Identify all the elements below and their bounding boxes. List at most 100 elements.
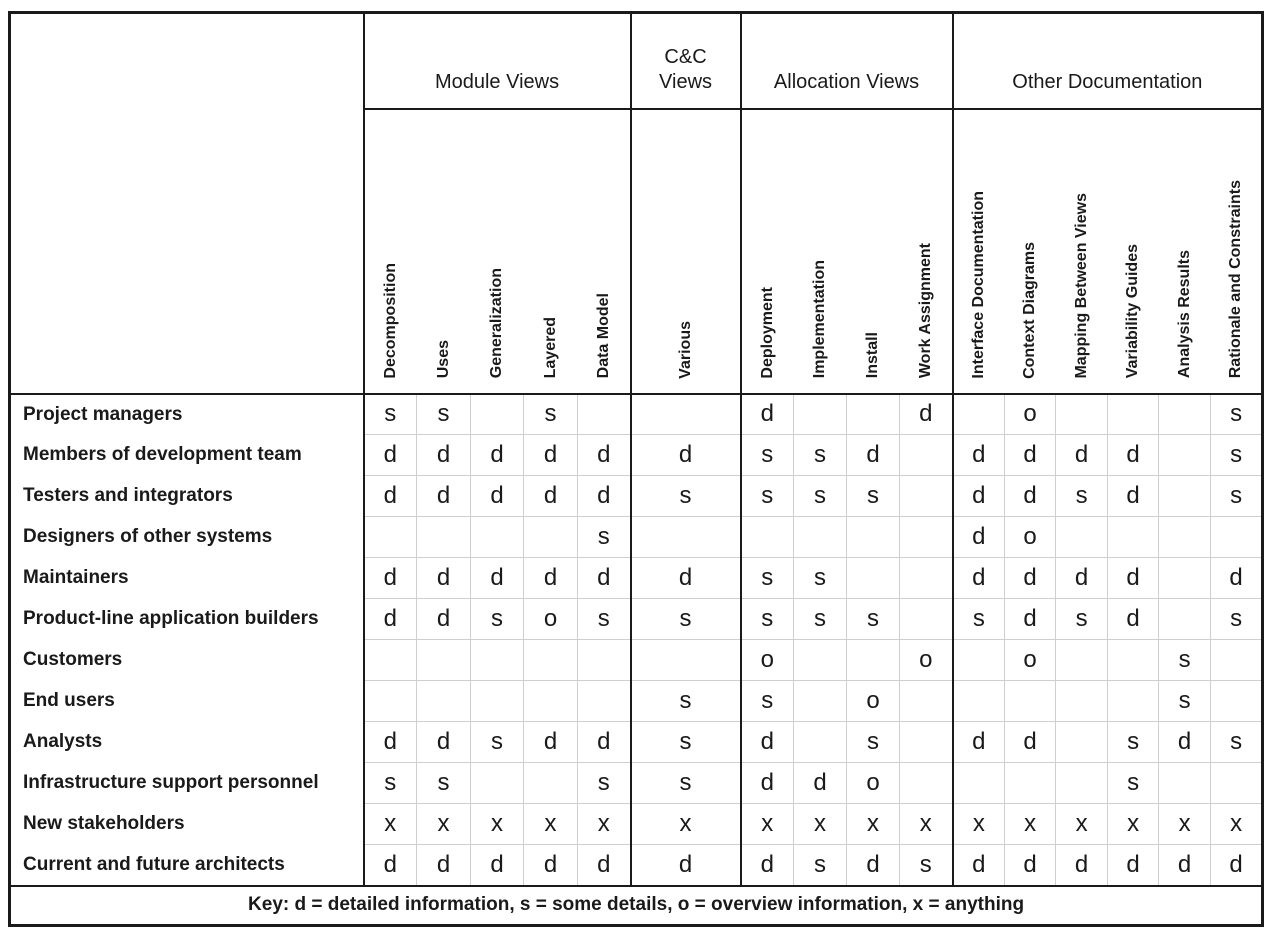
cell-7-15 [1210,680,1263,722]
row-label-end-users: End users [23,690,115,711]
cell-5-8: s [846,598,900,640]
cell-3-0 [362,516,417,558]
cell-4-9 [899,557,953,599]
cell-4-6: s [739,557,794,599]
cell-11-9: s [899,844,953,886]
cell-5-15: s [1210,598,1263,640]
column-header-mapping-between-views: Mapping Between Views [1056,109,1108,394]
table-row-maintainers: Maintainers d d d d d d s s d d d d d [10,557,1263,599]
cell-5-9 [899,598,953,640]
cell-10-4: x [576,803,631,845]
cell-0-5 [629,392,741,435]
cell-5-10: s [951,598,1005,640]
cell-8-10: d [951,721,1005,763]
column-header-label: Work Assignment [916,243,934,379]
cell-0-0: s [362,392,417,435]
cell-5-12: s [1055,598,1108,640]
table-row-members-of-development-team: Members of development team d d d d d d s s d d d d d… [10,434,1263,476]
cell-8-13: s [1107,721,1159,763]
legend-key: Key: d = detailed information, s = some … [9,884,1263,926]
cell-7-2 [470,680,524,722]
cell-9-7: d [793,762,847,804]
column-header-label: Rationale and Constraints [1226,180,1244,379]
cell-6-1 [416,639,471,681]
cell-1-2: d [470,434,524,476]
cell-11-10: d [951,844,1005,886]
column-header-layered: Layered [524,109,578,394]
cell-8-2: s [470,721,524,763]
cell-8-11: d [1004,721,1056,763]
cell-10-12: x [1055,803,1108,845]
cell-11-0: d [362,844,417,886]
cell-10-6: x [739,803,794,845]
cell-3-5 [629,516,741,558]
column-header-label: Context Diagrams [1021,241,1039,379]
table-row-designers-of-other-systems: Designers of other systems s d o [10,516,1263,558]
cell-2-6: s [739,475,794,517]
cell-0-11: o [1004,392,1056,435]
table-row-infrastructure-support-personnel: Infrastructure support personnel s s s s d d o s [10,762,1263,804]
cell-10-11: x [1004,803,1056,845]
cell-8-1: d [416,721,471,763]
cell-10-9: x [899,803,953,845]
column-header-label: Various [676,320,694,379]
cell-11-14: d [1158,844,1211,886]
cell-4-11: d [1004,557,1056,599]
cell-4-13: d [1107,557,1159,599]
cell-4-4: d [576,557,631,599]
column-header-variability-guides: Variability Guides [1108,109,1159,394]
cell-3-1 [416,516,471,558]
cell-5-6: s [739,598,794,640]
cell-8-7 [793,721,847,763]
cell-9-14 [1158,762,1211,804]
cell-9-8: o [846,762,900,804]
cell-2-0: d [362,475,417,517]
cell-9-1: s [416,762,471,804]
cell-7-14: s [1158,680,1211,722]
cell-3-11: o [1004,516,1056,558]
column-header-label: Analysis Results [1175,250,1193,379]
cell-9-6: d [739,762,794,804]
cell-7-12 [1055,680,1108,722]
cell-0-14 [1158,392,1211,435]
cell-1-8: d [846,434,900,476]
column-header-label: Variability Guides [1124,244,1142,379]
cell-3-6 [739,516,794,558]
group-header-other-documentation: Other Documentation [951,12,1263,110]
cell-2-3: d [523,475,578,517]
cell-8-5: s [629,721,741,763]
cell-3-8 [846,516,900,558]
cell-7-4 [576,680,631,722]
group-header-c-c-views: C&C Views [629,12,741,110]
cell-8-3: d [523,721,578,763]
row-label-designers-of-other-systems: Designers of other systems [23,526,273,547]
column-header-label: Decomposition [381,262,399,379]
cell-7-9 [899,680,953,722]
cell-3-9 [899,516,953,558]
column-header-label: Uses [434,340,452,379]
cell-4-12: d [1055,557,1108,599]
cell-6-14: s [1158,639,1211,681]
cell-7-13 [1107,680,1159,722]
column-header-label: Generalization [488,268,505,379]
cell-7-3 [523,680,578,722]
cell-9-10 [951,762,1005,804]
cell-2-13: d [1107,475,1159,517]
cell-6-11: o [1004,639,1056,681]
cell-9-5: s [629,762,741,804]
cell-7-6: s [739,680,794,722]
cell-9-0: s [362,762,417,804]
cell-4-2: d [470,557,524,599]
cell-10-1: x [416,803,471,845]
cell-4-0: d [362,557,417,599]
cell-11-15: d [1210,844,1263,886]
cell-8-8: s [846,721,900,763]
cell-6-3 [523,639,578,681]
column-header-various: Various [629,108,741,394]
cell-1-11: d [1004,434,1056,476]
cell-0-9: d [899,392,953,435]
cell-1-7: s [793,434,847,476]
column-header-rationale-and-constraints: Rationale and Constraints [1211,109,1263,394]
cell-11-13: d [1107,844,1159,886]
cell-5-11: d [1004,598,1056,640]
